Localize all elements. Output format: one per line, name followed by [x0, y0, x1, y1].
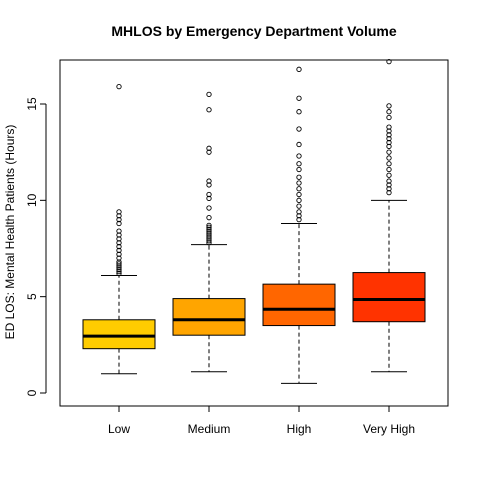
outlier-point — [116, 220, 122, 227]
outlier-point — [206, 91, 212, 98]
outlier-point — [116, 247, 122, 254]
outlier-point — [116, 255, 122, 261]
outlier-point — [116, 228, 122, 234]
outlier-point — [296, 180, 302, 186]
outlier-point — [386, 124, 392, 130]
outlier-point — [296, 153, 302, 159]
outlier-point — [206, 191, 212, 198]
outlier-point — [296, 141, 302, 148]
outlier-point — [206, 107, 212, 113]
x-tick-label: Low — [108, 422, 130, 436]
outlier-point — [386, 166, 392, 173]
outlier-point — [116, 268, 122, 275]
box-iqr — [172, 298, 246, 336]
outlier-point — [296, 174, 302, 180]
outlier-point — [386, 103, 392, 109]
x-tick-label: Medium — [188, 422, 231, 436]
outlier-point — [296, 203, 302, 209]
plot-area: 0 5 10 15 Low Medium High Very High — [25, 58, 426, 436]
outlier-point — [206, 224, 212, 230]
outlier-point — [206, 205, 212, 211]
outlier-point — [386, 189, 392, 196]
outlier-point — [296, 216, 302, 223]
outlier-point — [296, 191, 302, 198]
y-tick-label: 5 — [25, 293, 39, 300]
outlier-point — [206, 226, 212, 232]
outlier-point — [116, 270, 122, 277]
outlier-point — [386, 155, 392, 161]
outlier-point — [206, 195, 212, 202]
outlier-point — [116, 209, 122, 215]
outlier-point — [386, 161, 392, 167]
box-iqr — [82, 319, 156, 350]
outlier-point — [206, 228, 212, 234]
outlier-point — [296, 186, 302, 192]
outlier-point — [296, 213, 302, 219]
outlier-point — [386, 178, 392, 184]
outlier-point — [206, 234, 212, 240]
outlier-point — [206, 230, 212, 236]
plot-frame — [59, 59, 449, 407]
outlier-point — [386, 139, 392, 146]
outlier-point — [116, 84, 122, 90]
outlier-point — [206, 215, 212, 221]
outlier-point — [116, 265, 122, 271]
outlier-point — [386, 149, 392, 155]
outlier-point — [386, 136, 392, 142]
box-iqr — [262, 283, 336, 327]
outlier-point — [206, 236, 212, 242]
outlier-point — [116, 259, 122, 265]
outlier-point — [386, 186, 392, 192]
y-tick-label: 0 — [25, 389, 39, 396]
outlier-point — [386, 58, 392, 65]
outlier-point — [296, 161, 302, 167]
outlier-point — [296, 166, 302, 173]
outlier-point — [206, 149, 212, 155]
outlier-point — [206, 145, 212, 151]
outlier-point — [386, 114, 392, 121]
outlier-point — [296, 197, 302, 203]
outlier-point — [116, 251, 122, 257]
outlier-point — [116, 261, 122, 267]
outlier-point — [116, 216, 122, 223]
outlier-point — [386, 182, 392, 188]
outlier-point — [206, 232, 212, 238]
outlier-point — [386, 172, 392, 178]
outlier-point — [116, 267, 122, 273]
outlier-point — [386, 109, 392, 115]
outlier-point — [116, 232, 122, 238]
x-tick-label: High — [287, 422, 312, 436]
x-tick-label: Very High — [363, 422, 415, 436]
outlier-point — [296, 209, 302, 215]
outlier-point — [386, 128, 392, 134]
y-axis-label: ED LOS: Mental Health Patients (Hours) — [3, 125, 17, 340]
chart-title: MHLOS by Emergency Department Volume — [111, 23, 396, 39]
outlier-point — [116, 263, 122, 269]
box-iqr — [352, 272, 426, 323]
outlier-point — [296, 126, 302, 132]
outlier-point — [386, 132, 392, 138]
outlier-point — [116, 243, 122, 250]
outlier-point — [206, 178, 212, 184]
outlier-point — [206, 240, 212, 246]
outlier-point — [206, 182, 212, 188]
outlier-point — [116, 240, 122, 246]
y-tick-label: 10 — [25, 193, 39, 207]
outlier-point — [296, 95, 302, 101]
outlier-point — [116, 213, 122, 219]
outlier-point — [296, 109, 302, 115]
outlier-point — [206, 238, 212, 244]
outlier-point — [386, 143, 392, 150]
outlier-point — [296, 66, 302, 72]
outlier-point — [206, 222, 212, 229]
outlier-point — [116, 236, 122, 242]
y-tick-label: 15 — [25, 97, 39, 111]
